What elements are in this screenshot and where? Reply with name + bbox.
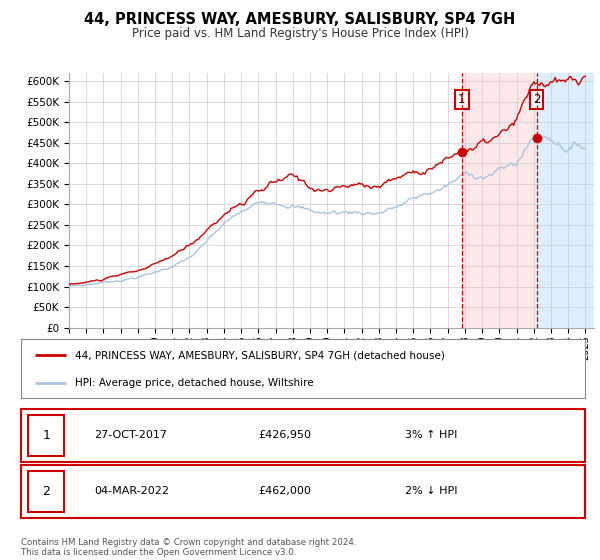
Bar [536, 73, 594, 328]
Text: HPI: Average price, detached house, Wiltshire: HPI: Average price, detached house, Wilt… [74, 378, 313, 388]
FancyBboxPatch shape [28, 415, 64, 456]
Text: 44, PRINCESS WAY, AMESBURY, SALISBURY, SP4 7GH: 44, PRINCESS WAY, AMESBURY, SALISBURY, S… [85, 12, 515, 27]
Text: 2: 2 [533, 93, 541, 106]
Text: 1: 1 [43, 429, 50, 442]
Text: 44, PRINCESS WAY, AMESBURY, SALISBURY, SP4 7GH (detached house): 44, PRINCESS WAY, AMESBURY, SALISBURY, S… [74, 350, 445, 360]
Text: 1: 1 [458, 93, 466, 106]
Text: Contains HM Land Registry data © Crown copyright and database right 2024.
This d: Contains HM Land Registry data © Crown c… [21, 538, 356, 557]
Text: 2: 2 [43, 485, 50, 498]
Text: 27-OCT-2017: 27-OCT-2017 [94, 431, 167, 440]
Text: 3% ↑ HPI: 3% ↑ HPI [404, 431, 457, 440]
Text: 2% ↓ HPI: 2% ↓ HPI [404, 487, 457, 496]
Text: 04-MAR-2022: 04-MAR-2022 [94, 487, 169, 496]
Text: £426,950: £426,950 [258, 431, 311, 440]
Bar [462, 73, 594, 328]
Text: Price paid vs. HM Land Registry's House Price Index (HPI): Price paid vs. HM Land Registry's House … [131, 27, 469, 40]
FancyBboxPatch shape [28, 471, 64, 512]
Text: £462,000: £462,000 [258, 487, 311, 496]
